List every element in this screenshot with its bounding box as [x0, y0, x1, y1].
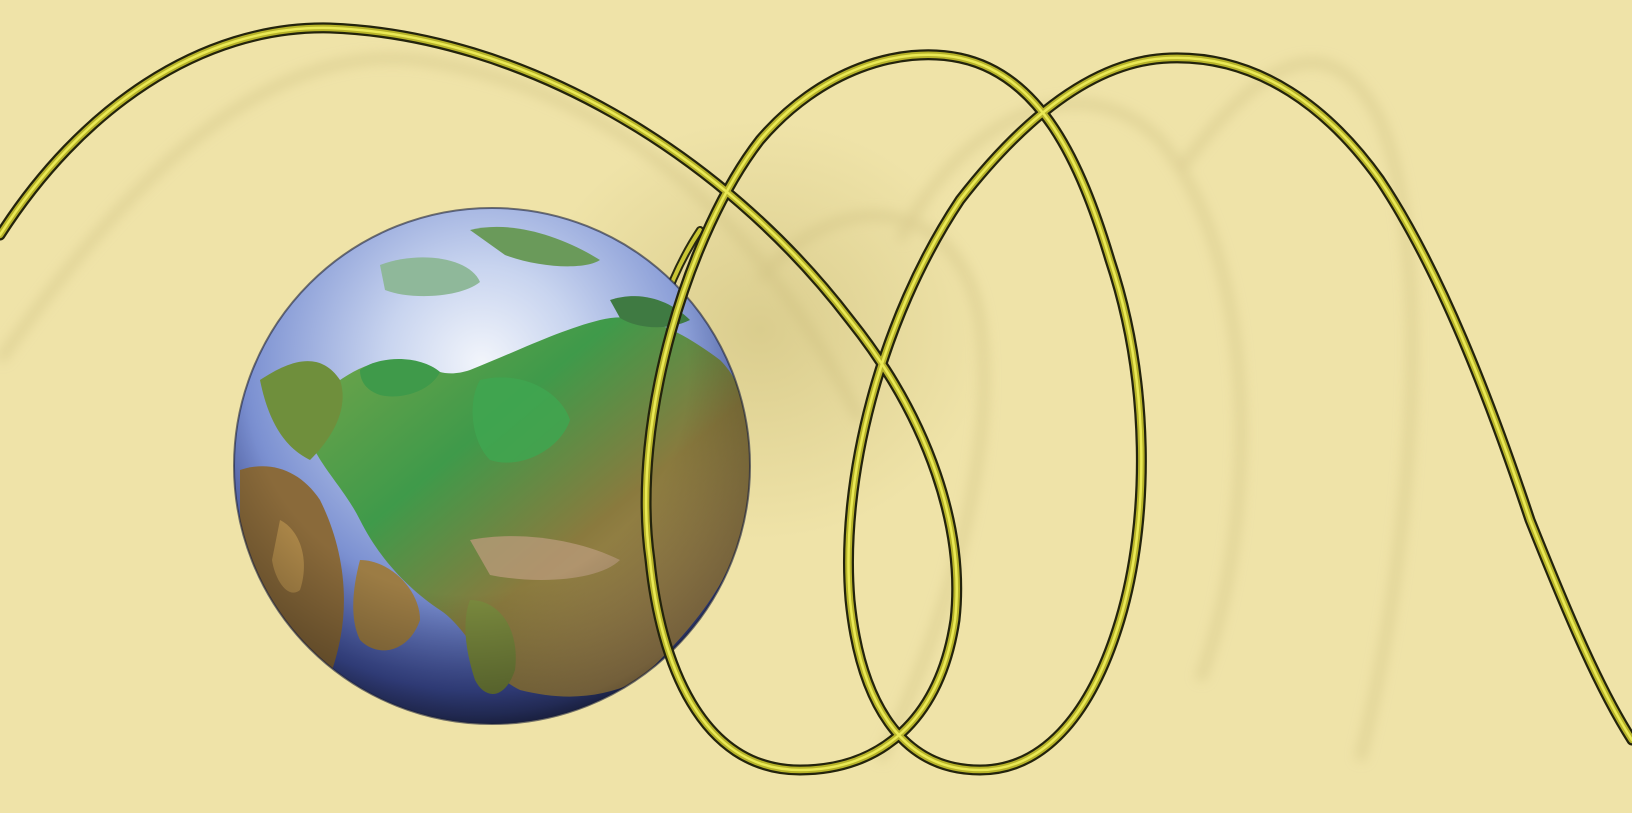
orbiting-cable: [0, 22, 1632, 776]
globe: [233, 207, 751, 725]
continents: [234, 208, 750, 724]
